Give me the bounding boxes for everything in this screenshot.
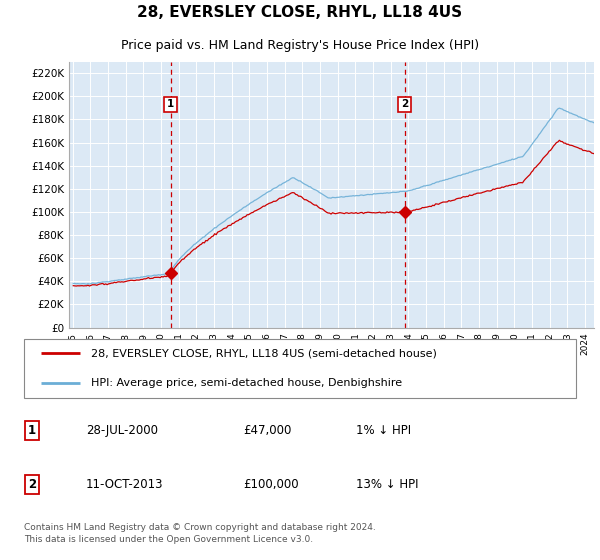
Text: 2: 2 — [28, 478, 36, 491]
Text: 28, EVERSLEY CLOSE, RHYL, LL18 4US (semi-detached house): 28, EVERSLEY CLOSE, RHYL, LL18 4US (semi… — [91, 348, 437, 358]
Text: 13% ↓ HPI: 13% ↓ HPI — [356, 478, 419, 491]
Text: £47,000: £47,000 — [244, 424, 292, 437]
Text: Price paid vs. HM Land Registry's House Price Index (HPI): Price paid vs. HM Land Registry's House … — [121, 39, 479, 53]
Text: 2: 2 — [401, 99, 408, 109]
Text: 28-JUL-2000: 28-JUL-2000 — [86, 424, 158, 437]
Text: 1% ↓ HPI: 1% ↓ HPI — [356, 424, 412, 437]
Text: 11-OCT-2013: 11-OCT-2013 — [86, 478, 163, 491]
Text: Contains HM Land Registry data © Crown copyright and database right 2024.
This d: Contains HM Land Registry data © Crown c… — [23, 523, 376, 544]
Text: 1: 1 — [167, 99, 174, 109]
Text: 1: 1 — [28, 424, 36, 437]
Text: £100,000: £100,000 — [244, 478, 299, 491]
Text: 28, EVERSLEY CLOSE, RHYL, LL18 4US: 28, EVERSLEY CLOSE, RHYL, LL18 4US — [137, 6, 463, 20]
FancyBboxPatch shape — [23, 339, 577, 398]
Text: HPI: Average price, semi-detached house, Denbighshire: HPI: Average price, semi-detached house,… — [91, 378, 403, 388]
